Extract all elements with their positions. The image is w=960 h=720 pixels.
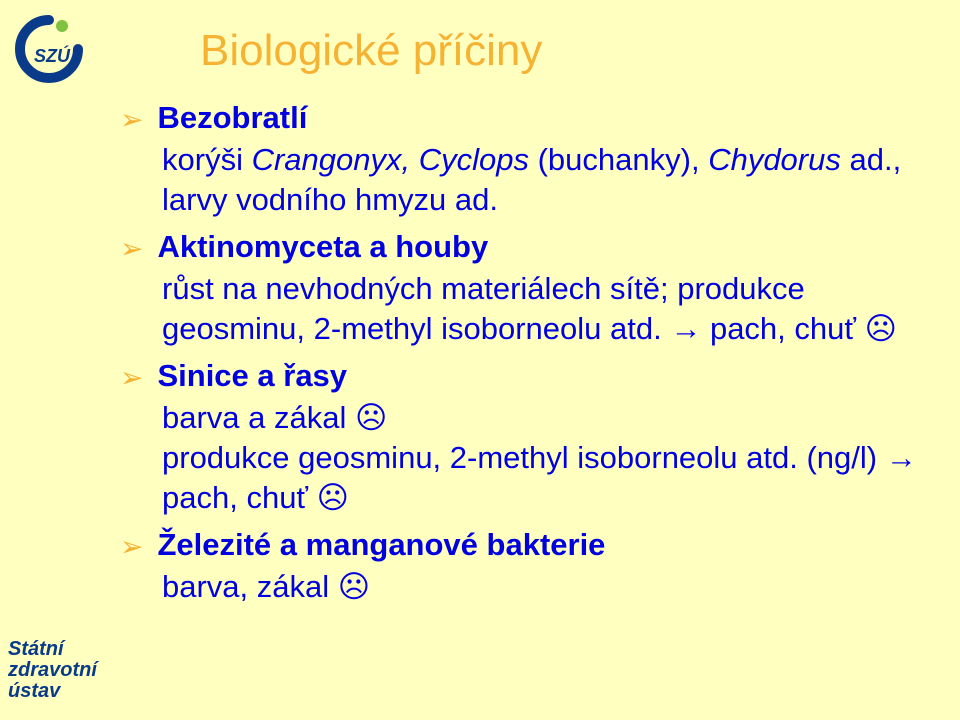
bullet-head: Bezobratlí	[157, 98, 307, 138]
logo: SZÚ	[14, 14, 84, 84]
bullet-body: barva, zákal ☹	[162, 567, 920, 607]
bullet-marker-icon: ➢	[120, 102, 143, 138]
bullet-head: Aktinomyceta a houby	[157, 227, 488, 267]
logo-text: SZÚ	[34, 45, 71, 66]
bullet-marker-icon: ➢	[120, 529, 143, 565]
bullet-head: Železité a manganové bakterie	[157, 525, 605, 565]
footer-institute-label: Státní zdravotní ústav	[8, 639, 97, 702]
bullet-body: barva a zákal ☹ produkce geosminu, 2-met…	[162, 398, 920, 517]
slide: SZÚ Biologické příčiny ➢ Bezobratlí korý…	[0, 0, 960, 720]
slide-title: Biologické příčiny	[200, 26, 920, 76]
bullet-marker-icon: ➢	[120, 231, 143, 267]
bullet-body: růst na nevhodných materiálech sítě; pro…	[162, 269, 920, 348]
slide-content: ➢ Bezobratlí korýši Crangonyx, Cyclops (…	[120, 98, 920, 607]
bullet-item: ➢ Bezobratlí	[120, 98, 920, 138]
bullet-item: ➢ Sinice a řasy	[120, 356, 920, 396]
bullet-item: ➢ Aktinomyceta a houby	[120, 227, 920, 267]
bullet-body: korýši Crangonyx, Cyclops (buchanky), Ch…	[162, 140, 920, 219]
bullet-marker-icon: ➢	[120, 360, 143, 396]
bullet-head: Sinice a řasy	[157, 356, 347, 396]
bullet-item: ➢ Železité a manganové bakterie	[120, 525, 920, 565]
